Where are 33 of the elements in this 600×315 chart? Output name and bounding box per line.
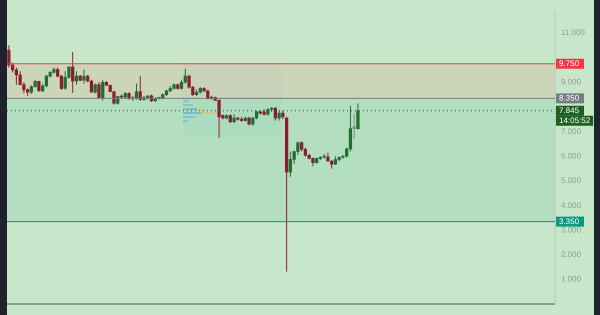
y-tick-label: 3.000	[561, 225, 582, 234]
candlestick	[138, 76, 142, 102]
candlestick	[288, 151, 292, 178]
candlestick	[277, 110, 281, 122]
y-tick-label: 6.000	[561, 151, 582, 160]
candlestick	[356, 103, 360, 130]
candlestick	[7, 44, 11, 68]
candlestick	[71, 51, 74, 94]
candlestick	[94, 83, 97, 94]
candlestick	[296, 140, 300, 156]
candlestick	[97, 82, 101, 99]
candlestick	[352, 113, 356, 140]
candlestick	[14, 67, 18, 86]
ref-line-label: 7.845	[559, 106, 580, 115]
candlestick	[101, 79, 104, 102]
candlestick	[206, 89, 210, 100]
candlestick	[74, 70, 78, 86]
candlestick	[180, 79, 184, 90]
y-tick-label: 7.000	[561, 126, 582, 136]
y-tick-label: 9.000	[561, 78, 582, 87]
ref-line-label: 3.350	[559, 216, 580, 226]
y-tick-label: 4.000	[561, 200, 582, 210]
ref-line-label: 9.750	[559, 59, 580, 68]
y-tick-label: 11.000	[561, 28, 586, 38]
candlestick	[44, 74, 48, 88]
candlestick	[64, 70, 67, 90]
y-tick-label: 1.000	[561, 274, 582, 284]
text: 14:05:52	[559, 116, 591, 125]
candlestick	[90, 79, 94, 93]
y-tick-label: 5.000	[561, 176, 582, 186]
candlestick	[274, 106, 277, 122]
y-tick-label: 2.000	[561, 250, 582, 260]
ref-line-label: 8.350	[559, 94, 580, 103]
